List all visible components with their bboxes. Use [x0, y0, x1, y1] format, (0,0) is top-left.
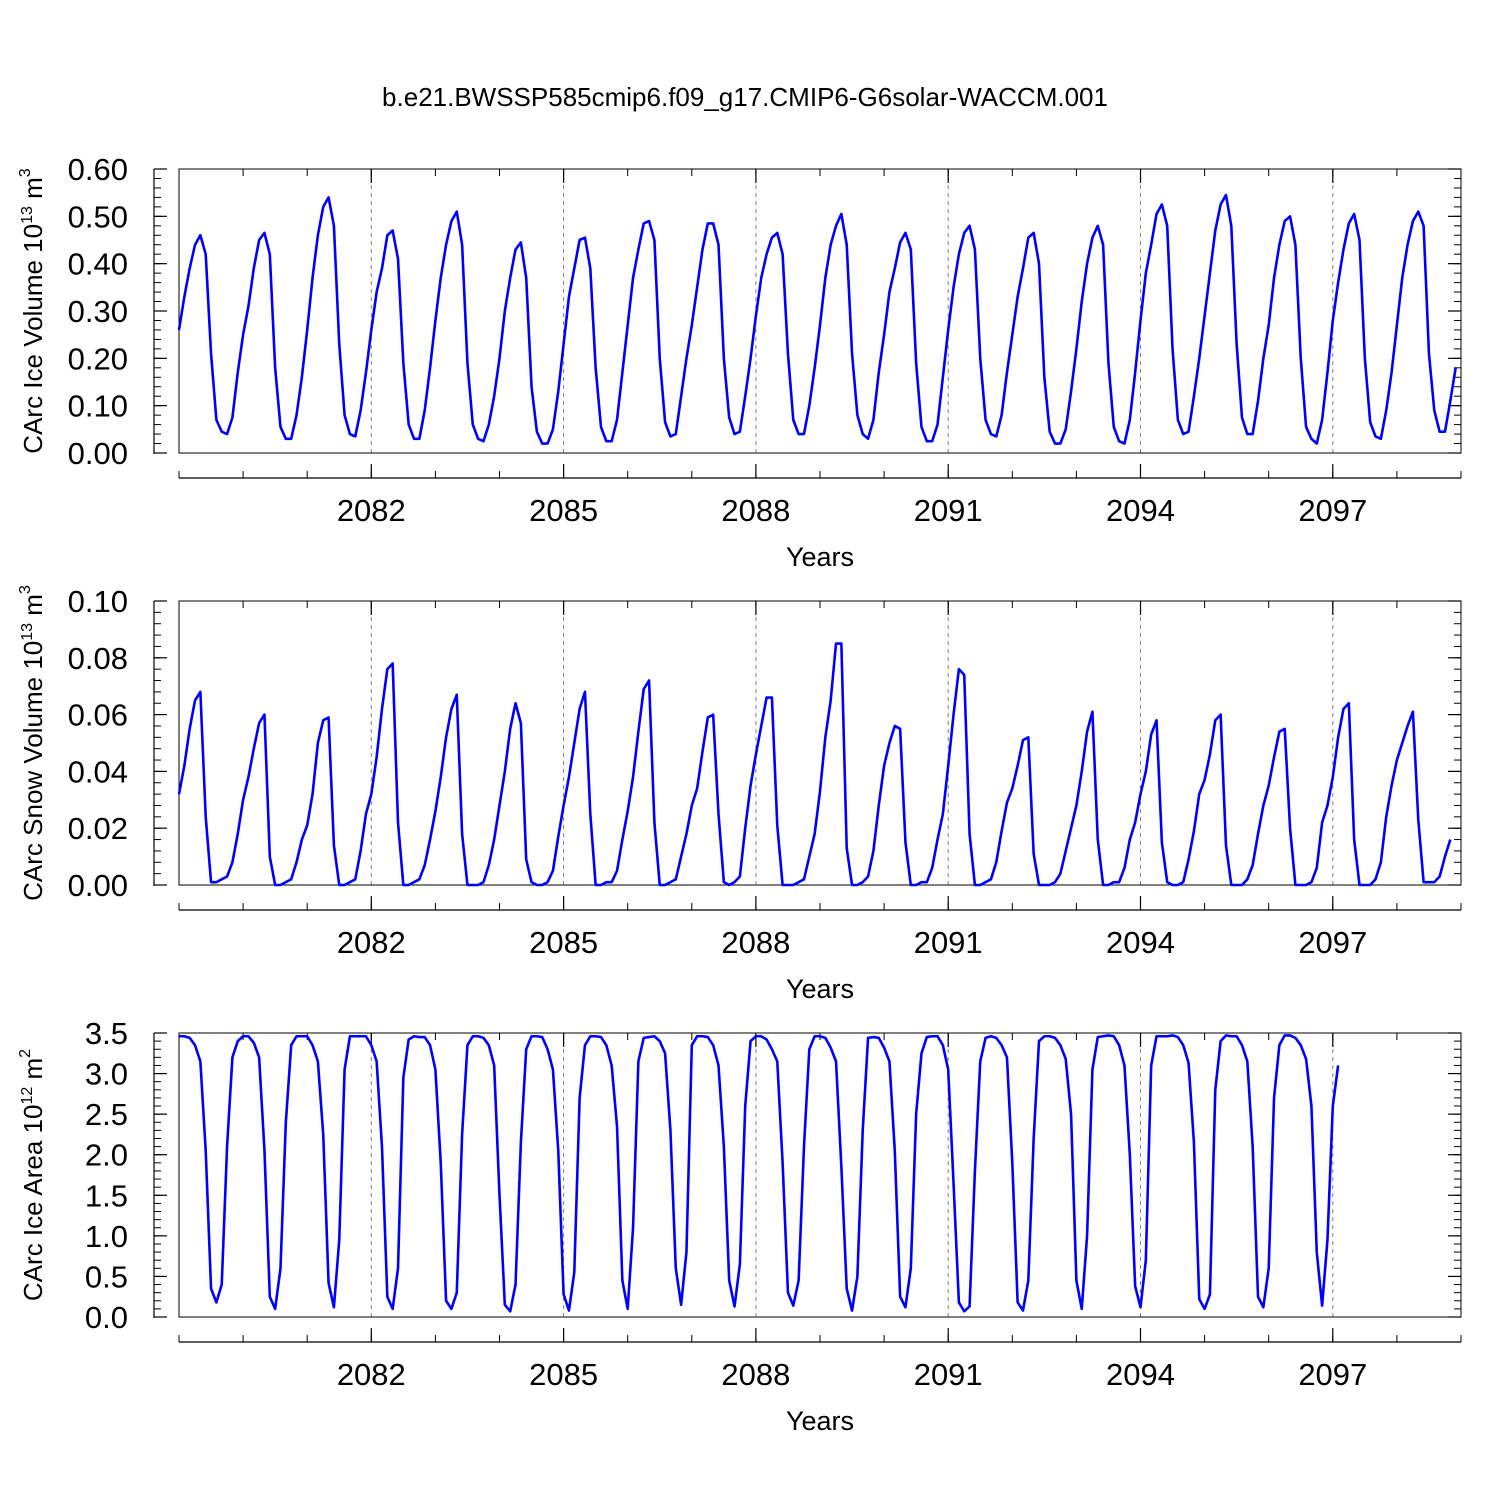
x-tick-label: 2097 — [1298, 1357, 1367, 1392]
x-tick-label: 2094 — [1106, 1357, 1175, 1392]
series-line-1 — [177, 193, 1457, 445]
x-tick-label: 2085 — [529, 925, 598, 960]
y-tick-label: 0.60 — [68, 152, 128, 187]
y-tick-label: 0.06 — [68, 698, 128, 733]
x-tick-label: 2082 — [337, 493, 406, 528]
y-tick-label: 0.0 — [85, 1300, 128, 1335]
x-tick-label: 2085 — [529, 493, 598, 528]
y-tick-label: 0.10 — [68, 584, 128, 619]
x-tick-label: 2088 — [721, 493, 790, 528]
y-tick-label: 0.50 — [68, 199, 128, 234]
x-tick-label: 2091 — [914, 1357, 983, 1392]
y-tick-label: 0.08 — [68, 641, 128, 676]
y-tick-label: 2.5 — [85, 1097, 128, 1132]
x-tick-label: 2097 — [1298, 493, 1367, 528]
y-tick-label: 2.0 — [85, 1138, 128, 1173]
y-axis-label: CArc Ice Area 1012 m2 — [17, 1049, 48, 1301]
series-line-1 — [179, 1034, 1340, 1313]
y-axis-label: CArc Snow Volume 1013 m3 — [17, 585, 48, 901]
y-axis-label: CArc Ice Volume 1013 m3 — [17, 168, 48, 453]
y-tick-label: 3.5 — [85, 1016, 128, 1051]
chart-panel-3: 0.0 0.5 1.0 1.5 2.0 2.5 3.0 3.5 2082 2085 2088 2091… — [17, 1016, 1462, 1436]
x-axis-label: Years — [786, 974, 854, 1004]
x-tick-label: 2091 — [914, 925, 983, 960]
y-tick-label: 0.04 — [68, 754, 128, 789]
y-tick-label: 0.20 — [68, 341, 128, 376]
x-tick-label: 2082 — [337, 1357, 406, 1392]
y-tick-label: 3.0 — [85, 1057, 128, 1092]
x-tick-label: 2091 — [914, 493, 983, 528]
chart-panel-1: 0.00 0.10 0.20 0.30 0.40 0.50 0.60 2082 2085 2088… — [17, 152, 1462, 572]
x-tick-label: 2097 — [1298, 925, 1367, 960]
y-tick-label: 0.00 — [68, 436, 128, 471]
y-tick-label: 0.40 — [68, 247, 128, 282]
x-axis-label: Years — [786, 542, 854, 572]
y-tick-label: 1.5 — [85, 1178, 128, 1213]
chart-panel-2: 0.00 0.02 0.04 0.06 0.08 0.10 2082 2085 2088 2091… — [17, 584, 1462, 1004]
y-tick-label: 0.30 — [68, 294, 128, 329]
x-tick-label: 2094 — [1106, 925, 1175, 960]
x-tick-label: 2082 — [337, 925, 406, 960]
x-tick-label: 2088 — [721, 1357, 790, 1392]
x-tick-label: 2088 — [721, 925, 790, 960]
x-tick-label: 2094 — [1106, 493, 1175, 528]
figure-title: b.e21.BWSSP585cmip6.f09_g17.CMIP6-G6sola… — [382, 82, 1108, 112]
series-line-1 — [177, 642, 1452, 887]
y-tick-label: 0.00 — [68, 868, 128, 903]
x-axis-label: Years — [786, 1406, 854, 1436]
y-tick-label: 0.5 — [85, 1259, 128, 1294]
y-tick-label: 0.02 — [68, 811, 128, 846]
y-tick-label: 0.10 — [68, 389, 128, 424]
x-tick-label: 2085 — [529, 1357, 598, 1392]
y-tick-label: 1.0 — [85, 1219, 128, 1254]
